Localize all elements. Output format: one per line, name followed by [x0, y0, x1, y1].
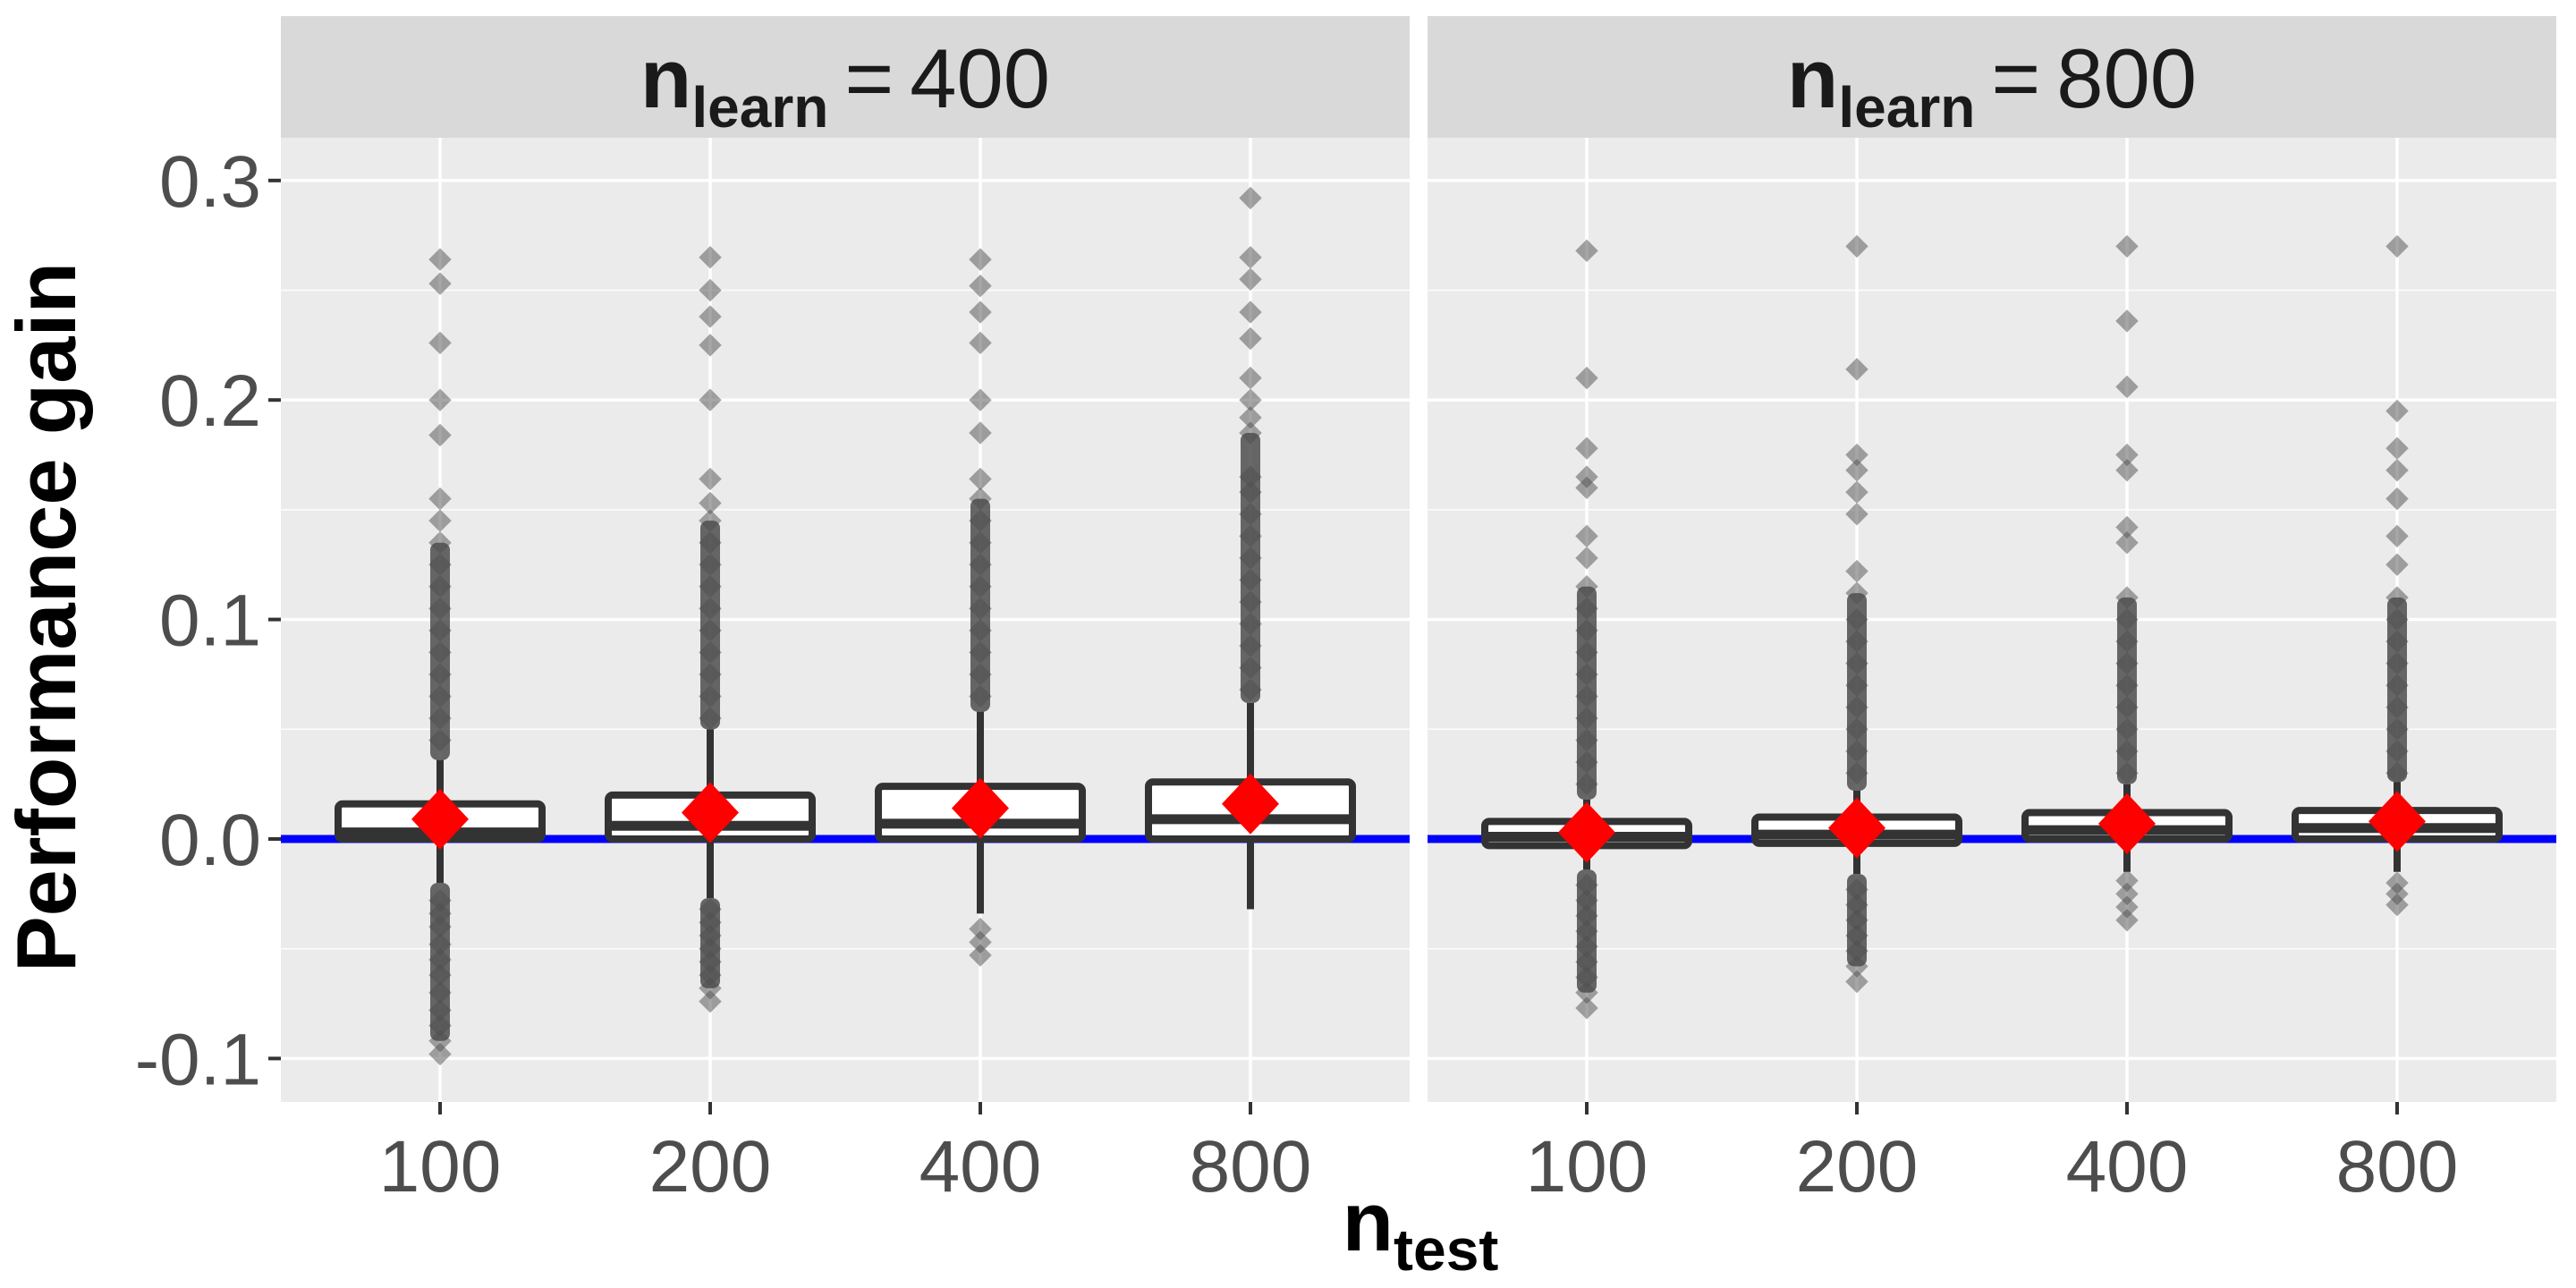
outlier-point	[699, 388, 722, 411]
facet-strip-label: nlearn = 400	[640, 31, 1050, 140]
outlier-point	[699, 334, 722, 357]
outlier-dense-column-upper	[1241, 433, 1260, 703]
mean-marker	[682, 782, 739, 843]
facet-strip	[281, 16, 1410, 138]
facet-label-main: n	[640, 31, 691, 125]
outlier-dense-column-upper	[1847, 593, 1867, 792]
mean-marker	[1558, 801, 1615, 863]
mean-marker	[952, 777, 1009, 839]
outlier-point	[428, 487, 452, 511]
outlier-point	[428, 509, 452, 532]
mean-marker	[2098, 792, 2156, 854]
outlier-dense-column-lower	[1577, 869, 1597, 993]
outlier-dense-column-upper	[2117, 597, 2137, 784]
facet-label-relation: =	[844, 31, 894, 125]
boxplot-100	[335, 248, 546, 1066]
x-axis-title: ntest	[1343, 1174, 1499, 1283]
facet-label-subscript: learn	[1838, 75, 1975, 140]
facet-label-value: 800	[2056, 31, 2197, 125]
outlier-dense-column-lower	[700, 898, 720, 988]
y-axis: -0.1 0.0 0.1 0.2 0.3	[135, 141, 281, 1100]
outlier-point	[428, 248, 452, 271]
outlier-dense-column-upper	[1577, 586, 1597, 800]
y-tick-label: 0.1	[159, 580, 261, 662]
boxplot-800	[1145, 186, 1356, 910]
x-tick-label: 800	[1190, 1126, 1312, 1208]
outlier-point	[428, 331, 452, 355]
facet-strip	[1428, 16, 2556, 138]
x-tick-label: 200	[649, 1126, 772, 1208]
x-tick-label: 800	[2336, 1126, 2459, 1208]
mean-marker	[1828, 797, 1885, 859]
x-axis-title-subscript: test	[1394, 1216, 1498, 1283]
x-tick-label: 400	[919, 1126, 1042, 1208]
y-tick-label: 0.2	[159, 360, 261, 442]
outlier-point	[428, 423, 452, 447]
boxplot-200	[605, 245, 816, 1013]
mean-marker	[1222, 773, 1279, 835]
y-axis-title: Performance gain	[0, 262, 93, 972]
facet-label-subscript: learn	[691, 75, 828, 140]
mean-marker	[411, 788, 469, 850]
outlier-point	[699, 491, 722, 515]
boxplot-400	[875, 248, 1086, 967]
y-tick-label: 0.3	[159, 141, 261, 223]
outlier-dense-column-lower	[1847, 874, 1867, 967]
outlier-dense-column-upper	[700, 521, 720, 730]
y-tick-label: 0.0	[159, 800, 261, 881]
x-tick-label: 200	[1796, 1126, 1919, 1208]
outlier-point	[699, 305, 722, 328]
y-tick-label: -0.1	[135, 1019, 261, 1100]
facet-strip-label: nlearn = 800	[1787, 31, 2197, 140]
mean-marker	[2368, 791, 2426, 852]
facet-label-relation: =	[1991, 31, 2040, 125]
outlier-point	[699, 278, 722, 302]
outlier-dense-column-upper	[970, 498, 990, 712]
outlier-point	[428, 388, 452, 411]
outlier-dense-column-upper	[2387, 597, 2407, 783]
outlier-point	[699, 245, 722, 269]
outlier-dense-column-lower	[430, 883, 450, 1041]
outlier-point	[699, 467, 722, 491]
x-tick-label: 100	[1526, 1126, 1648, 1208]
facet-label-value: 400	[910, 31, 1050, 125]
x-axis-title-main: n	[1343, 1174, 1394, 1268]
x-tick-label: 100	[379, 1126, 502, 1208]
facet-label-main: n	[1787, 31, 1838, 125]
outlier-dense-column-upper	[430, 542, 450, 760]
x-tick-label: 400	[2066, 1126, 2189, 1208]
outlier-point	[428, 272, 452, 295]
boxplot-800	[2292, 234, 2503, 917]
